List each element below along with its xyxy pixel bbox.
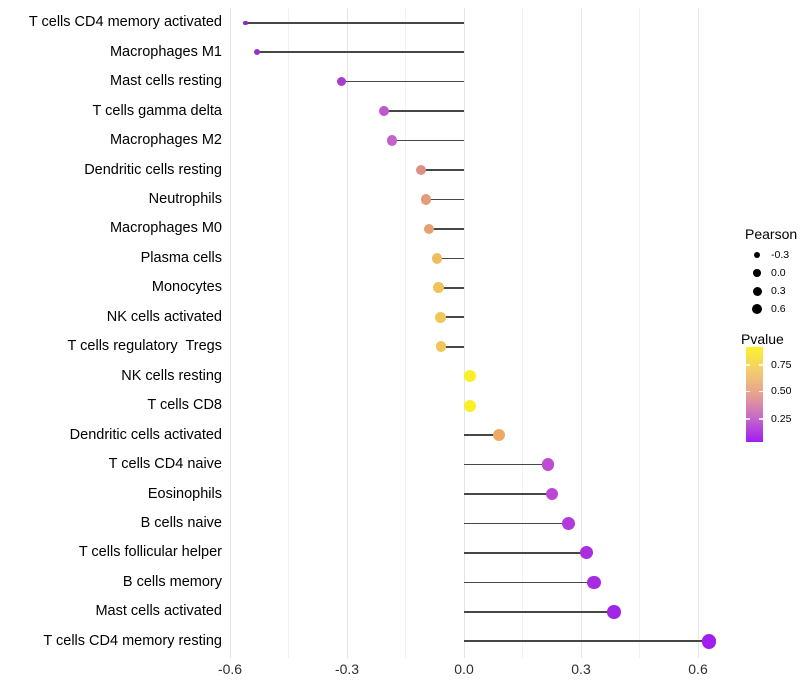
y-axis-label: Plasma cells bbox=[140, 249, 222, 266]
lollipop-dot bbox=[493, 428, 506, 442]
y-axis-label: T cells CD8 bbox=[147, 397, 222, 414]
lollipop-stick bbox=[425, 198, 464, 201]
y-axis-label: Dendritic cells resting bbox=[84, 161, 222, 178]
size-legend-dot bbox=[754, 252, 760, 258]
pvalue-tick-label: 0.25 bbox=[771, 412, 792, 425]
pvalue-gradient-bar bbox=[746, 347, 763, 442]
gridline-major bbox=[697, 8, 699, 658]
x-axis-tick-label: -0.3 bbox=[334, 661, 360, 677]
gridline-major bbox=[463, 8, 465, 658]
lollipop-dot bbox=[587, 575, 601, 589]
lollipop-stick bbox=[440, 345, 464, 348]
y-axis-label: T cells CD4 memory resting bbox=[43, 632, 222, 649]
lollipop-dot bbox=[379, 106, 390, 117]
gradient-tick-mark bbox=[746, 390, 750, 393]
lollipop-stick bbox=[440, 316, 464, 319]
lollipop-stick bbox=[257, 51, 464, 53]
gradient-tick-mark bbox=[759, 418, 763, 420]
gridline-minor bbox=[288, 8, 289, 658]
y-axis-label: Mast cells activated bbox=[95, 603, 222, 620]
y-axis-label: T cells CD4 memory activated bbox=[28, 14, 222, 31]
y-axis-label: T cells CD4 naive bbox=[108, 456, 222, 473]
y-axis-label: Mast cells resting bbox=[109, 73, 222, 90]
lollipop-dot bbox=[386, 135, 397, 146]
pvalue-tick-label: 0.50 bbox=[771, 385, 792, 398]
lollipop-stick bbox=[438, 287, 464, 289]
lollipop-dot bbox=[701, 633, 717, 649]
gradient-tick-mark bbox=[746, 364, 750, 366]
pvalue-tick-label: 0.75 bbox=[771, 358, 792, 371]
y-axis-label: Dendritic cells activated bbox=[69, 426, 222, 443]
y-axis-label: NK cells resting bbox=[121, 367, 222, 384]
lollipop-stick bbox=[391, 139, 464, 142]
size-legend-label: 0.0 bbox=[771, 266, 786, 279]
x-axis-tick-label: -0.6 bbox=[217, 661, 243, 677]
y-axis-label: Eosinophils bbox=[147, 485, 222, 502]
lollipop-dot bbox=[607, 605, 621, 619]
lollipop-dot bbox=[254, 49, 261, 56]
lollipop-stick bbox=[464, 434, 500, 436]
lollipop-dot bbox=[463, 370, 476, 383]
size-legend-label: 0.6 bbox=[771, 302, 786, 315]
gradient-tick-mark bbox=[759, 390, 763, 393]
gradient-tick-mark bbox=[759, 364, 763, 366]
size-legend-dot bbox=[752, 304, 762, 314]
y-axis-label: Neutrophils bbox=[148, 190, 222, 207]
gridline-major bbox=[346, 8, 348, 658]
y-axis-label: B cells naive bbox=[140, 514, 222, 531]
lollipop-dot bbox=[545, 487, 559, 501]
lollipop-stick bbox=[464, 522, 569, 525]
gridline-minor bbox=[522, 8, 523, 658]
size-legend-label: -0.3 bbox=[771, 248, 790, 261]
lollipop-dot bbox=[431, 252, 443, 264]
lollipop-stick bbox=[464, 640, 709, 643]
lollipop-dot bbox=[420, 194, 432, 205]
lollipop-stick bbox=[421, 169, 464, 171]
lollipop-stick bbox=[464, 552, 587, 554]
lollipop-stick bbox=[464, 493, 553, 495]
lollipop-dot bbox=[434, 311, 446, 323]
lollipop-dot bbox=[580, 546, 594, 560]
lollipop-stick bbox=[245, 21, 464, 24]
lollipop-dot bbox=[336, 77, 346, 87]
y-axis-label: NK cells activated bbox=[106, 308, 222, 325]
y-axis-label: Macrophages M0 bbox=[109, 220, 222, 237]
size-legend-title: Pearson bbox=[745, 226, 798, 242]
gridline-major bbox=[580, 8, 582, 658]
lollipop-dot bbox=[541, 458, 555, 471]
lollipop-dot bbox=[243, 20, 248, 25]
lollipop-stick bbox=[384, 110, 464, 112]
lollipop-dot bbox=[463, 399, 476, 412]
lollipop-dot bbox=[423, 223, 435, 235]
y-axis-label: B cells memory bbox=[122, 573, 222, 590]
lollipop-stick bbox=[428, 228, 464, 230]
y-axis-label: Macrophages M1 bbox=[109, 43, 222, 60]
lollipop-stick bbox=[341, 80, 464, 83]
lollipop-dot bbox=[435, 341, 447, 353]
lollipop-stick bbox=[437, 257, 464, 260]
y-axis-label: T cells regulatory Tregs bbox=[67, 338, 222, 355]
gridline-minor bbox=[405, 8, 406, 658]
gridline-major bbox=[229, 8, 231, 658]
x-axis-tick-label: 0.0 bbox=[454, 661, 474, 677]
x-axis-tick-label: 0.3 bbox=[571, 661, 591, 677]
lollipop-dot bbox=[415, 164, 427, 176]
y-axis-label: Macrophages M2 bbox=[109, 132, 222, 149]
size-legend-label: 0.3 bbox=[771, 284, 786, 297]
lollipop-dot bbox=[432, 282, 444, 294]
gradient-tick-mark bbox=[746, 418, 750, 420]
y-axis-label: T cells follicular helper bbox=[78, 544, 222, 561]
color-legend-title: Pvalue bbox=[741, 331, 784, 347]
lollipop-stick bbox=[464, 463, 548, 466]
x-axis-tick-label: 0.6 bbox=[688, 661, 708, 677]
lollipop-stick bbox=[464, 581, 594, 584]
size-legend-dot bbox=[752, 286, 762, 296]
lollipop-stick bbox=[464, 611, 615, 613]
size-legend-dot bbox=[753, 269, 761, 277]
y-axis-label: T cells gamma delta bbox=[92, 102, 222, 119]
lollipop-dot bbox=[562, 516, 576, 530]
gridline-minor bbox=[639, 8, 640, 658]
y-axis-label: Monocytes bbox=[151, 279, 222, 296]
